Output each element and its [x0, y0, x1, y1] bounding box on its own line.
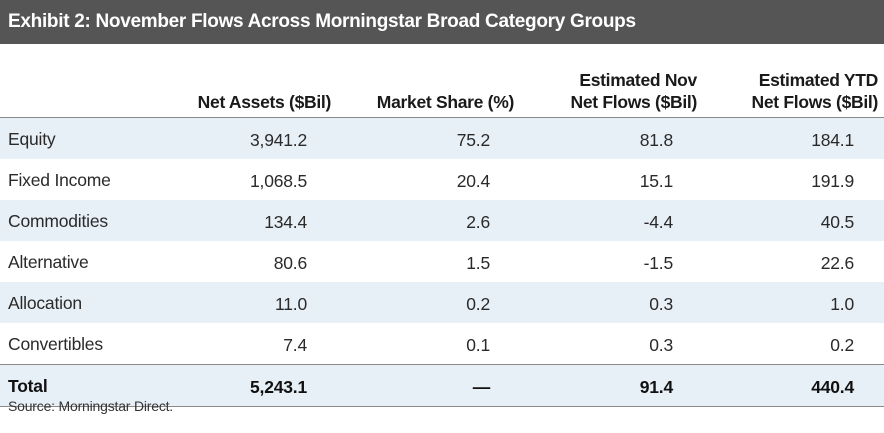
- net-assets-cell: 134.4: [140, 200, 337, 241]
- header-line: Market Share (%): [376, 92, 515, 112]
- header-line: Net Assets ($Bil): [197, 92, 332, 112]
- nov-flows-cell: 81.8: [520, 117, 703, 159]
- nov-flows-cell: 15.1: [639, 170, 673, 191]
- market-share-cell: 20.4: [456, 170, 490, 191]
- header-row: Net Assets ($Bil) Market Share (%) Estim…: [0, 44, 884, 118]
- table-row: Equity 3,941.2 75.2 81.8 184.1: [0, 117, 884, 159]
- row-label: Alternative: [8, 251, 89, 272]
- ytd-flows-cell: 0.2: [830, 334, 854, 355]
- market-share-cell: 1.5: [466, 252, 490, 273]
- table-row: Alternative 80.6 1.5 -1.5 22.6: [0, 241, 884, 282]
- row-label: Equity: [0, 117, 140, 159]
- source-note: Source: Morningstar Direct.: [8, 398, 173, 414]
- market-share-cell: 2.6: [337, 200, 520, 241]
- header-net-assets: Net Assets ($Bil): [140, 44, 337, 118]
- net-assets-cell: 80.6: [273, 252, 307, 273]
- row-label: Commodities: [0, 200, 140, 241]
- flows-table: Net Assets ($Bil) Market Share (%) Estim…: [0, 44, 884, 407]
- market-share-cell: 75.2: [337, 117, 520, 159]
- header-line: Net Flows ($Bil): [570, 92, 698, 112]
- nov-flows-cell: 0.3: [649, 334, 673, 355]
- ytd-flows-cell: 191.9: [811, 170, 854, 191]
- market-share-cell: 0.1: [466, 334, 490, 355]
- header-line: Net Flows ($Bil): [751, 92, 879, 112]
- header-ytd-flows: Estimated YTD Net Flows ($Bil): [703, 44, 884, 118]
- net-assets-cell: 11.0: [140, 282, 337, 323]
- header-line: Estimated YTD: [758, 70, 879, 90]
- market-share-cell: 0.2: [337, 282, 520, 323]
- nov-flows-cell: -4.4: [520, 200, 703, 241]
- row-label: Fixed Income: [8, 169, 111, 190]
- table-row: Commodities 134.4 2.6 -4.4 40.5: [0, 200, 884, 241]
- total-nov-flows: 91.4: [520, 364, 703, 407]
- header-market-share: Market Share (%): [337, 44, 520, 118]
- table-row: Convertibles 7.4 0.1 0.3 0.2: [0, 323, 884, 365]
- total-label: Total: [0, 364, 140, 407]
- total-market-share: —: [337, 364, 520, 407]
- header-nov-flows: Estimated Nov Net Flows ($Bil): [520, 44, 703, 118]
- header-category: [0, 44, 140, 118]
- ytd-flows-cell: 1.0: [703, 282, 884, 323]
- ytd-flows-cell: 22.6: [820, 252, 854, 273]
- ytd-flows-cell: 40.5: [703, 200, 884, 241]
- ytd-flows-cell: 184.1: [703, 117, 884, 159]
- row-label: Convertibles: [8, 333, 103, 354]
- table-row: Allocation 11.0 0.2 0.3 1.0: [0, 282, 884, 323]
- row-label: Allocation: [0, 282, 140, 323]
- total-row: Total 5,243.1 — 91.4 440.4: [0, 364, 884, 407]
- net-assets-cell: 1,068.5: [250, 170, 307, 191]
- nov-flows-cell: 0.3: [520, 282, 703, 323]
- table-row: Fixed Income 1,068.5 20.4 15.1 191.9: [0, 159, 884, 200]
- total-net-assets: 5,243.1: [140, 364, 337, 407]
- net-assets-cell: 3,941.2: [140, 117, 337, 159]
- net-assets-cell: 7.4: [283, 334, 307, 355]
- chart-title: Exhibit 2: November Flows Across Morning…: [0, 0, 884, 44]
- header-line: Estimated Nov: [579, 70, 697, 90]
- nov-flows-cell: -1.5: [643, 252, 674, 273]
- total-ytd-flows: 440.4: [703, 364, 884, 407]
